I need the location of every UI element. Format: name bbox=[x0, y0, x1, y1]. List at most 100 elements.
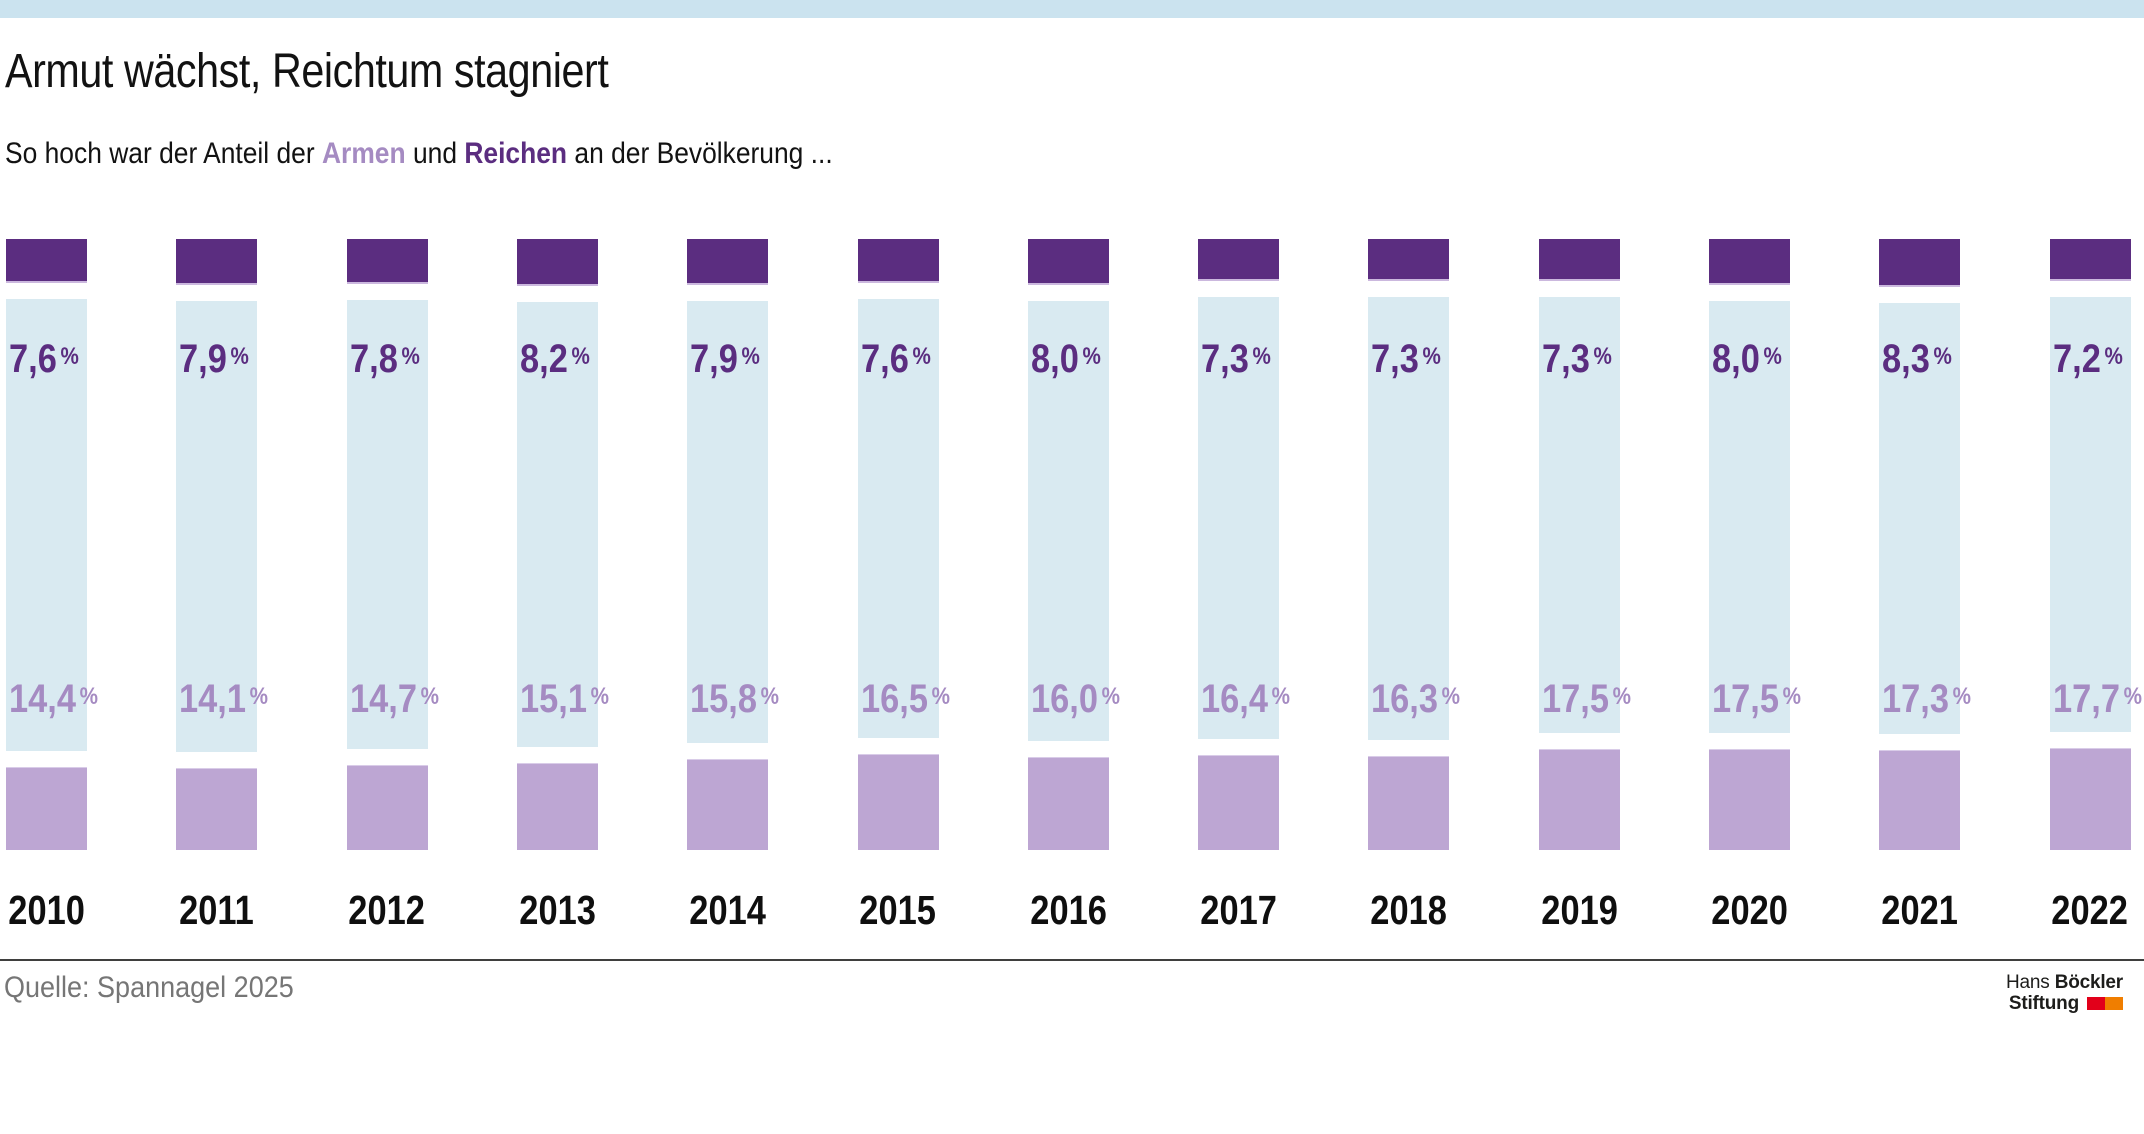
rich-value-label: 7,6% bbox=[860, 337, 931, 381]
logo-boeckler: Böckler bbox=[2054, 972, 2124, 993]
bar-segment-rich bbox=[346, 239, 428, 285]
logo-hans: Hans bbox=[2006, 972, 2050, 993]
year-label: 2016 bbox=[1029, 887, 1107, 933]
chart-column: 7,3% 16,3% 2018 bbox=[1368, 239, 1460, 959]
bar-segment-rich bbox=[687, 239, 769, 285]
rich-value-label: 7,3% bbox=[1541, 337, 1612, 381]
bar-segment-middle bbox=[6, 299, 87, 751]
poor-value-label: 17,7% bbox=[2052, 677, 2142, 721]
bar-segment-middle bbox=[176, 300, 258, 753]
page-subtitle: So hoch war der Anteil der Armen und Rei… bbox=[5, 137, 946, 171]
chart-column: 8,3% 17,3% 2021 bbox=[1879, 239, 1971, 959]
bar-segment-middle bbox=[1879, 303, 1961, 734]
year-label: 2017 bbox=[1200, 887, 1277, 933]
bar-segment-middle bbox=[1368, 297, 1450, 740]
bar-segment-middle bbox=[857, 299, 939, 739]
rich-value-label: 7,6% bbox=[9, 337, 79, 381]
bar-segment-poor bbox=[1027, 757, 1109, 850]
page-title-text: Armut wächst, Reichtum stagniert bbox=[5, 45, 609, 98]
year-label: 2015 bbox=[859, 887, 937, 933]
bar-segment-rich bbox=[2049, 239, 2131, 281]
legend-word-armen: Armen bbox=[321, 137, 406, 170]
poor-value-label: 15,1% bbox=[519, 677, 609, 721]
logo-mark-red-icon bbox=[2087, 997, 2105, 1010]
bar-segment-middle bbox=[1709, 301, 1790, 733]
year-label: 2013 bbox=[519, 887, 596, 933]
bar-segment-poor bbox=[1198, 755, 1280, 850]
rich-value-label: 7,8% bbox=[349, 337, 420, 381]
year-label: 2020 bbox=[1711, 887, 1788, 933]
year-label: 2018 bbox=[1370, 887, 1448, 933]
logo-line-1: Hans Böckler bbox=[2006, 973, 2123, 992]
page-title: Armut wächst, Reichtum stagniert bbox=[5, 44, 707, 99]
bar-segment-poor bbox=[176, 768, 258, 850]
year-label: 2014 bbox=[689, 887, 766, 933]
rich-value-label: 7,9% bbox=[690, 337, 761, 381]
hbs-logo: Hans Böckler Stiftung bbox=[2006, 973, 2123, 1013]
chart-column: 8,0% 16,0% 2016 bbox=[1027, 239, 1120, 959]
bar-segment-poor bbox=[857, 754, 939, 850]
poor-value-label: 14,4% bbox=[9, 677, 99, 721]
chart-column: 7,9% 15,8% 2014 bbox=[687, 239, 779, 959]
poor-value-label: 16,3% bbox=[1371, 677, 1461, 721]
year-label: 2022 bbox=[2051, 887, 2129, 933]
bar-segment-poor bbox=[687, 758, 769, 850]
poor-value-label: 17,3% bbox=[1882, 677, 1972, 721]
source-text: Quelle: Spannagel 2025 bbox=[4, 971, 294, 1004]
poor-value-label: 14,7% bbox=[349, 677, 439, 721]
rich-value-label: 7,3% bbox=[1201, 337, 1271, 381]
chart-column: 7,6% 14,4% 2010 bbox=[6, 239, 98, 959]
bar-segment-poor bbox=[6, 766, 87, 850]
year-label: 2010 bbox=[8, 887, 85, 933]
bar-segment-rich bbox=[516, 239, 598, 287]
rich-value-label: 8,0% bbox=[1712, 337, 1782, 381]
bar-segment-poor bbox=[1538, 748, 1620, 850]
bar-segment-poor bbox=[1879, 749, 1961, 850]
header-strip bbox=[0, 0, 2144, 18]
chart-column: 8,2% 15,1% 2013 bbox=[516, 239, 609, 959]
chart-column: 7,3% 16,4% 2017 bbox=[1198, 239, 1290, 959]
bar-segment-rich bbox=[1198, 239, 1280, 282]
poor-value-label: 17,5% bbox=[1541, 677, 1631, 721]
legend-word-reichen: Reichen bbox=[464, 137, 568, 170]
poor-value-label: 16,5% bbox=[860, 677, 950, 721]
bar-segment-rich bbox=[1709, 239, 1790, 286]
poor-value-label: 17,5% bbox=[1712, 677, 1802, 721]
bar-segment-middle bbox=[346, 300, 428, 749]
bar-segment-rich bbox=[1368, 239, 1450, 282]
year-label: 2012 bbox=[348, 887, 426, 933]
rich-value-label: 7,9% bbox=[179, 337, 250, 381]
year-label: 2019 bbox=[1540, 887, 1618, 933]
logo-stiftung: Stiftung bbox=[2008, 993, 2079, 1014]
bar-segment-poor bbox=[1368, 755, 1450, 850]
subtitle-mid: und bbox=[405, 137, 465, 170]
year-label: 2011 bbox=[179, 887, 255, 933]
bar-segment-poor bbox=[346, 764, 428, 850]
poor-value-label: 16,0% bbox=[1030, 677, 1120, 721]
chart-column: 7,6% 16,5% 2015 bbox=[857, 239, 950, 959]
bar-segment-poor bbox=[516, 762, 598, 850]
subtitle-suffix: an der Bevölkerung ... bbox=[567, 137, 833, 170]
bar-segment-middle bbox=[1538, 297, 1620, 733]
bar-segment-middle bbox=[687, 300, 769, 743]
bar-segment-middle bbox=[2049, 296, 2131, 732]
bar-segment-rich bbox=[1027, 239, 1109, 286]
poor-value-label: 16,4% bbox=[1201, 677, 1291, 721]
subtitle-prefix: So hoch war der Anteil der bbox=[5, 137, 322, 170]
chart-column: 8,0% 17,5% 2020 bbox=[1709, 239, 1801, 959]
rich-value-label: 8,3% bbox=[1882, 337, 1953, 381]
rich-value-label: 8,2% bbox=[519, 337, 590, 381]
bar-segment-rich bbox=[6, 239, 87, 283]
bar-segment-poor bbox=[2049, 747, 2131, 850]
rich-value-label: 7,3% bbox=[1371, 337, 1442, 381]
bar-segment-rich bbox=[176, 239, 258, 285]
bar-segment-middle bbox=[1027, 301, 1109, 742]
bar-segment-rich bbox=[1879, 239, 1961, 288]
chart-column: 7,9% 14,1% 2011 bbox=[176, 239, 268, 959]
rich-value-label: 8,0% bbox=[1030, 337, 1101, 381]
logo-mark-orange-icon bbox=[2105, 997, 2123, 1010]
chart-column: 7,3% 17,5% 2019 bbox=[1538, 239, 1631, 959]
logo-line-2: Stiftung bbox=[2006, 994, 2123, 1013]
bar-segment-rich bbox=[1538, 239, 1620, 282]
